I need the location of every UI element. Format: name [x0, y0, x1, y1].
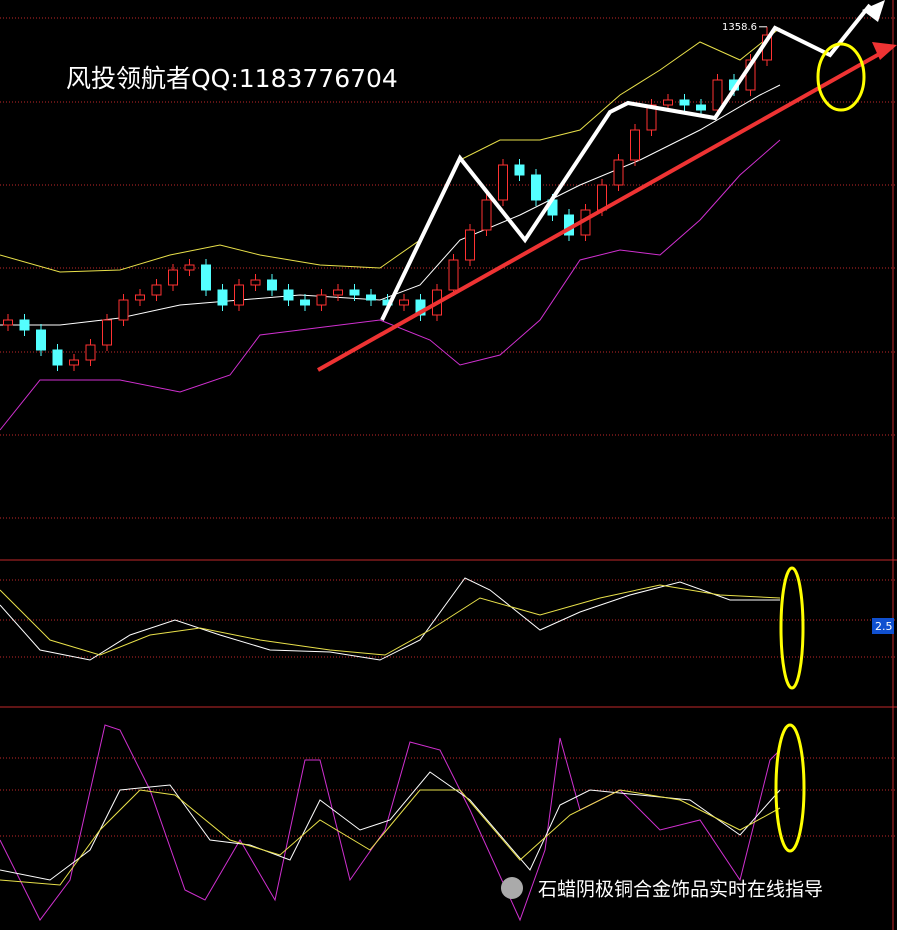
candle-body	[69, 359, 79, 366]
candle-body	[217, 289, 228, 306]
candle-body	[465, 229, 475, 261]
candle-body	[102, 319, 112, 346]
indicator-value: 2.5	[875, 620, 893, 633]
candle-body	[85, 344, 96, 361]
candle-body	[184, 264, 195, 271]
candle-body	[498, 164, 508, 201]
candle-body	[267, 279, 277, 291]
candle-body	[283, 289, 294, 301]
candle-body	[333, 289, 343, 296]
candle-body	[168, 269, 178, 286]
annotations	[317, 0, 897, 853]
max-label: 1358.6	[722, 22, 757, 33]
candle-body	[679, 99, 690, 106]
candle-body	[316, 294, 327, 306]
candle-body	[613, 159, 624, 186]
wechat-icon	[501, 877, 523, 899]
candle-body	[349, 289, 360, 296]
candle-body	[52, 349, 63, 366]
candle-body	[481, 199, 492, 231]
value-box	[872, 618, 894, 634]
candle-body	[448, 259, 459, 291]
candle-body	[118, 299, 129, 321]
candle-body	[630, 129, 640, 161]
watermark: 风投领航者QQ:1183776704	[66, 64, 398, 93]
candle-body	[151, 284, 162, 296]
kdj-lines	[0, 724, 781, 922]
candles	[3, 26, 772, 371]
candle-body	[514, 164, 525, 176]
candle-body	[712, 79, 723, 111]
candle-body	[36, 329, 46, 351]
candle-body	[300, 299, 310, 306]
candle-body	[366, 294, 376, 301]
candle-body	[531, 174, 541, 201]
candle-body	[646, 104, 657, 131]
macd-lines	[0, 577, 781, 661]
footer: 石蜡阴极铜合金饰品实时在线指导	[538, 879, 823, 901]
candle-body	[399, 299, 409, 306]
candle-body	[19, 319, 30, 331]
candle-body	[201, 264, 211, 291]
candle-body	[135, 294, 145, 301]
candle-body	[250, 279, 261, 286]
candle-body	[3, 319, 13, 326]
candle-body	[663, 99, 673, 106]
candle-body	[696, 104, 706, 111]
candle-body	[234, 284, 244, 306]
